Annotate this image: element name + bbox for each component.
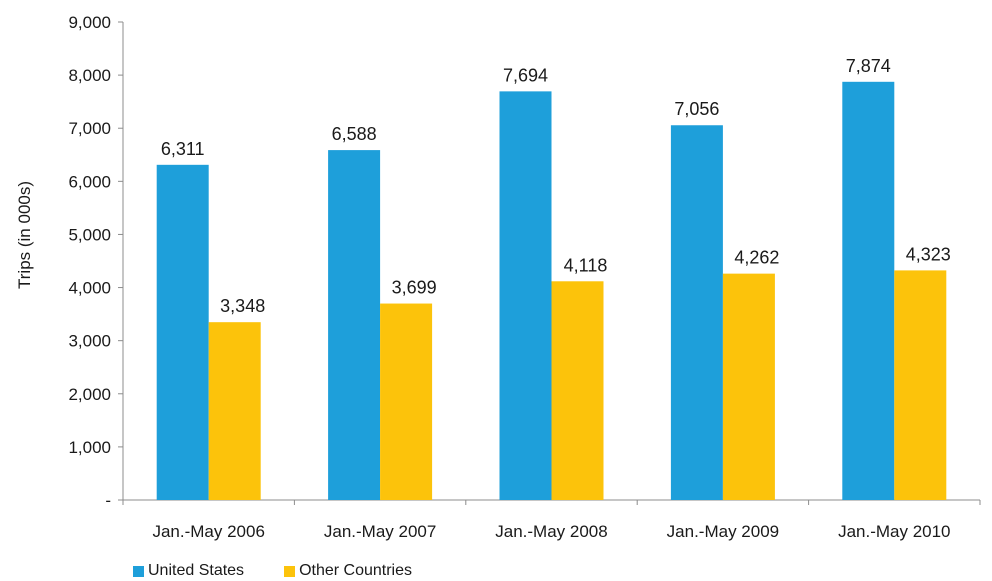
x-tick-label: Jan.-May 2007 (324, 522, 436, 541)
legend-item-united-states: United States (133, 562, 244, 580)
y-tick-label: 4,000 (68, 279, 111, 298)
data-label: 4,323 (906, 244, 951, 264)
legend-label-united-states: United States (148, 562, 245, 579)
data-label: 7,056 (674, 99, 719, 119)
data-label: 7,874 (846, 56, 891, 76)
bar-united-states (328, 150, 381, 500)
bar-other-countries (551, 281, 604, 500)
legend-swatch-other-countries (284, 565, 296, 577)
data-label: 4,118 (564, 255, 608, 275)
x-tick-label: Jan.-May 2008 (495, 522, 607, 541)
data-label: 3,348 (220, 296, 265, 316)
legend: United States Other Countries (133, 562, 412, 580)
y-tick-label: 8,000 (68, 66, 111, 85)
bars (156, 81, 947, 501)
data-label: 7,694 (503, 65, 548, 85)
data-label: 6,588 (332, 124, 377, 144)
bar-united-states (670, 125, 723, 501)
bar-united-states (842, 81, 895, 501)
bar-united-states (156, 164, 209, 500)
y-tick-label: 5,000 (68, 225, 111, 244)
legend-swatch-united-states (133, 565, 144, 577)
bar-other-countries (208, 322, 261, 500)
bar-united-states (499, 91, 552, 501)
legend-item-other-countries: Other Countries (284, 562, 412, 580)
y-tick-label: 6,000 (68, 172, 111, 191)
x-tick-label: Jan.-May 2009 (667, 522, 779, 541)
bar-other-countries (722, 273, 775, 500)
data-label: 4,262 (734, 248, 779, 268)
bar-other-countries (894, 270, 947, 500)
y-tick-label: - (105, 491, 111, 510)
data-label: 3,699 (392, 278, 437, 298)
data-labels: 6,311 3,348 6,588 3,699 7,694 4,118 7,056 4,262… (161, 56, 951, 316)
legend-label-other-countries: Other Countries (299, 562, 412, 579)
x-tick-label: Jan.-May 2006 (152, 522, 264, 541)
y-axis-title: Trips (in 000s) (15, 181, 34, 289)
bar-chart: - 1,000 2,000 3,000 4,000 5,000 6,000 7,000 8,00… (15, 13, 981, 541)
y-tick-label: 7,000 (68, 119, 111, 138)
y-axis: - 1,000 2,000 3,000 4,000 5,000 6,000 7,000 8,00… (68, 13, 124, 510)
x-tick-label: Jan.-May 2010 (838, 522, 950, 541)
y-tick-label: 2,000 (68, 385, 111, 404)
y-tick-label: 9,000 (68, 13, 111, 32)
y-tick-label: 3,000 (68, 332, 111, 351)
x-axis: Jan.-May 2006 Jan.-May 2007 Jan.-May 2008 J… (122, 499, 981, 541)
y-tick-label: 1,000 (68, 438, 111, 457)
bar-other-countries (380, 303, 433, 500)
data-label: 6,311 (161, 139, 205, 159)
